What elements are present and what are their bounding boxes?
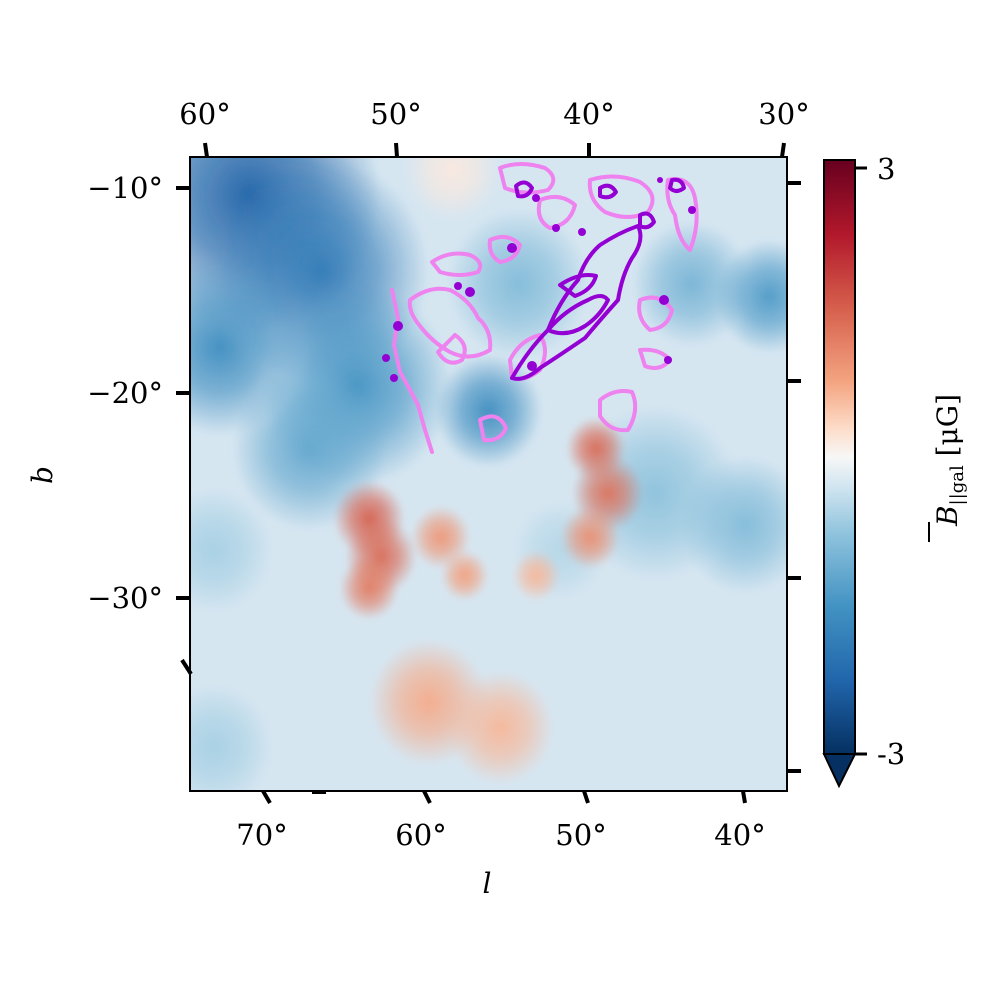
heatmap-cell (190, 683, 274, 791)
left-tick-label: −20° (87, 376, 163, 410)
heatmap-cell (446, 207, 590, 360)
heatmap-cell (434, 353, 543, 468)
contours (382, 162, 699, 454)
bottom-tick-mark (261, 789, 272, 805)
svg-text:B||gal [μG]: B||gal [μG] (931, 394, 968, 527)
colorbar-label: B||gal [μG] (928, 394, 968, 542)
heatmap-cell (339, 556, 399, 620)
bottom-tick-mark (741, 790, 747, 804)
x-axis-label: l (483, 867, 492, 900)
left-tick-label: −30° (87, 581, 163, 615)
top-tick-label: 30° (758, 97, 809, 131)
right-axis (787, 181, 801, 773)
heatmap-cell (679, 455, 787, 595)
colorbar: 3 -3 B||gal [μG] (822, 152, 968, 789)
top-tick-label: 50° (370, 97, 421, 131)
colorbar-label-symbol: B (931, 505, 964, 527)
top-tick-mark (780, 142, 786, 158)
colorbar-label-subscript: ||gal (947, 465, 968, 505)
heatmap-cell (560, 505, 620, 570)
y-axis-label: b (26, 466, 59, 484)
bottom-tick-mark (422, 790, 432, 804)
colorbar-tick-label-min: -3 (877, 737, 905, 771)
plot-frame (189, 156, 788, 792)
bottom-tick-label: 40° (714, 818, 765, 852)
contour-dots (382, 177, 696, 382)
top-tick-mark (394, 142, 399, 158)
left-axis: −10° −20° −30° b (26, 171, 193, 676)
colorbar-tick-label-max: 3 (877, 152, 895, 186)
top-tick-label: 60° (179, 97, 230, 131)
colorbar-gradient (823, 159, 856, 755)
top-tick-label: 40° (563, 97, 614, 131)
bottom-tick-mark (582, 790, 590, 804)
colorbar-label-unit: [μG] (931, 394, 964, 456)
colorbar-extend-triangle (822, 753, 857, 789)
bottom-tick-label: 70° (236, 818, 287, 852)
bottom-tick-label: 50° (555, 818, 606, 852)
heatmap-cell (190, 486, 274, 614)
heatmap-cell (512, 550, 561, 601)
left-tick-label: −10° (87, 171, 163, 205)
contour-inner (510, 177, 686, 381)
bottom-tick-label: 60° (395, 818, 446, 852)
heatmap-field (190, 157, 787, 791)
heatmap-cell (404, 157, 501, 221)
heatmap-cell (446, 670, 555, 785)
heatmap (190, 157, 787, 791)
top-axis: 60° 50° 40° 30° (179, 97, 810, 158)
top-tick-mark (203, 142, 209, 158)
heatmap-cell (440, 550, 489, 601)
colorbar-label-space (931, 456, 964, 465)
bottom-axis: 70° 60° 50° 40° l (236, 789, 766, 900)
heatmap-cell (715, 239, 787, 354)
left-tick-mark (180, 658, 193, 676)
